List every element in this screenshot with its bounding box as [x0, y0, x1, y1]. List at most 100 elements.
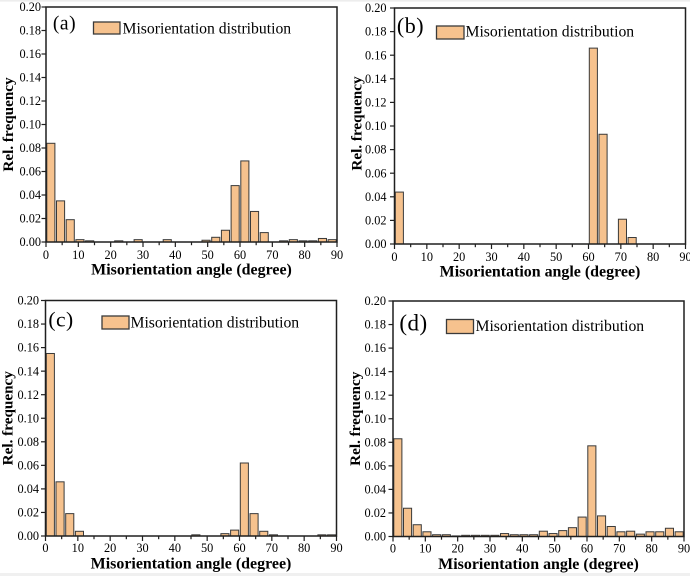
- svg-text:0.20: 0.20: [17, 294, 39, 308]
- svg-text:0.14: 0.14: [19, 71, 41, 85]
- svg-text:0: 0: [42, 541, 48, 555]
- svg-text:0.04: 0.04: [365, 190, 387, 204]
- svg-text:0.00: 0.00: [365, 237, 387, 251]
- svg-text:10: 10: [72, 248, 84, 262]
- svg-text:0: 0: [391, 250, 397, 264]
- svg-text:0.14: 0.14: [365, 72, 387, 86]
- svg-text:Rel. frequency: Rel. frequency: [347, 371, 364, 466]
- svg-text:0.02: 0.02: [17, 506, 39, 520]
- svg-text:0.02: 0.02: [364, 506, 386, 520]
- svg-text:0.16: 0.16: [17, 341, 39, 355]
- svg-text:0.00: 0.00: [364, 530, 386, 544]
- svg-text:0.06: 0.06: [365, 166, 387, 180]
- svg-text:0.12: 0.12: [364, 388, 386, 402]
- svg-text:0.16: 0.16: [365, 48, 387, 62]
- svg-text:0.02: 0.02: [19, 212, 41, 226]
- svg-text:0.16: 0.16: [364, 341, 386, 355]
- svg-text:90: 90: [678, 541, 690, 555]
- svg-text:0.12: 0.12: [365, 96, 387, 110]
- svg-text:30: 30: [136, 541, 148, 555]
- svg-text:40: 40: [169, 248, 181, 262]
- svg-text:0.20: 0.20: [364, 294, 386, 308]
- svg-text:0.04: 0.04: [364, 483, 386, 497]
- svg-text:0.10: 0.10: [365, 119, 387, 133]
- svg-text:0.18: 0.18: [19, 24, 41, 38]
- svg-text:70: 70: [615, 250, 627, 264]
- svg-text:0.02: 0.02: [365, 214, 387, 228]
- svg-text:0.18: 0.18: [17, 317, 39, 331]
- svg-text:80: 80: [299, 248, 311, 262]
- svg-text:30: 30: [485, 250, 497, 264]
- svg-text:40: 40: [516, 541, 528, 555]
- svg-text:80: 80: [646, 541, 658, 555]
- svg-text:Rel. frequency: Rel. frequency: [0, 371, 17, 466]
- svg-text:50: 50: [202, 248, 214, 262]
- svg-text:0.20: 0.20: [19, 0, 41, 14]
- svg-text:30: 30: [137, 248, 149, 262]
- svg-text:0.04: 0.04: [19, 188, 41, 202]
- svg-text:0.00: 0.00: [19, 235, 41, 249]
- svg-text:0.08: 0.08: [364, 435, 386, 449]
- svg-text:0.00: 0.00: [17, 529, 39, 543]
- svg-text:50: 50: [549, 541, 561, 555]
- svg-text:0.12: 0.12: [17, 388, 39, 402]
- svg-text:90: 90: [331, 248, 343, 262]
- svg-text:(d): (d): [399, 311, 427, 336]
- svg-text:20: 20: [105, 248, 117, 262]
- svg-text:50: 50: [201, 541, 213, 555]
- svg-text:(a): (a): [53, 13, 76, 34]
- svg-text:0.08: 0.08: [19, 141, 41, 155]
- svg-text:70: 70: [266, 248, 278, 262]
- svg-text:10: 10: [419, 541, 431, 555]
- svg-text:Misorientation angle (degree): Misorientation angle (degree): [91, 556, 292, 573]
- svg-text:30: 30: [484, 541, 496, 555]
- svg-text:Rel. frequency: Rel. frequency: [349, 76, 366, 171]
- svg-text:Misorientation distribution: Misorientation distribution: [476, 318, 645, 335]
- svg-text:0.06: 0.06: [364, 459, 386, 473]
- svg-text:80: 80: [647, 250, 659, 264]
- svg-text:60: 60: [234, 248, 246, 262]
- svg-text:Misorientation distribution: Misorientation distribution: [466, 23, 635, 40]
- svg-text:20: 20: [453, 250, 465, 264]
- svg-text:0.06: 0.06: [17, 458, 39, 472]
- svg-text:40: 40: [169, 541, 181, 555]
- svg-text:0.18: 0.18: [365, 25, 387, 39]
- svg-text:0: 0: [43, 248, 49, 262]
- svg-text:70: 70: [613, 541, 625, 555]
- svg-text:Misorientation distribution: Misorientation distribution: [123, 21, 292, 38]
- svg-text:60: 60: [582, 250, 594, 264]
- svg-text:0.04: 0.04: [17, 482, 39, 496]
- svg-text:0: 0: [390, 541, 396, 555]
- svg-text:70: 70: [266, 541, 278, 555]
- svg-text:90: 90: [330, 541, 342, 555]
- svg-text:0.10: 0.10: [364, 412, 386, 426]
- svg-text:20: 20: [452, 541, 464, 555]
- svg-text:0.14: 0.14: [364, 365, 386, 379]
- svg-text:Misorientation angle (degree): Misorientation angle (degree): [438, 556, 639, 573]
- svg-text:0.10: 0.10: [19, 118, 41, 132]
- svg-text:Misorientation angle (degree): Misorientation angle (degree): [440, 264, 641, 281]
- svg-text:(c): (c): [48, 308, 73, 332]
- svg-text:(b): (b): [397, 13, 424, 38]
- svg-text:50: 50: [550, 250, 562, 264]
- svg-text:90: 90: [679, 250, 690, 264]
- svg-text:0.16: 0.16: [19, 47, 41, 61]
- svg-text:0.10: 0.10: [17, 411, 39, 425]
- svg-text:0.20: 0.20: [365, 1, 387, 15]
- svg-text:40: 40: [518, 250, 530, 264]
- svg-text:20: 20: [104, 541, 116, 555]
- svg-text:0.08: 0.08: [17, 435, 39, 449]
- svg-text:0.08: 0.08: [365, 143, 387, 157]
- svg-text:0.06: 0.06: [19, 165, 41, 179]
- svg-text:10: 10: [72, 541, 84, 555]
- svg-text:10: 10: [421, 250, 433, 264]
- svg-text:Misorientation angle (degree): Misorientation angle (degree): [91, 262, 292, 279]
- svg-text:0.18: 0.18: [364, 318, 386, 332]
- svg-text:60: 60: [581, 541, 593, 555]
- svg-text:0.12: 0.12: [19, 94, 41, 108]
- svg-text:60: 60: [233, 541, 245, 555]
- svg-text:0.14: 0.14: [17, 364, 39, 378]
- svg-text:Rel. frequency: Rel. frequency: [0, 77, 17, 172]
- svg-text:Misorientation distribution: Misorientation distribution: [131, 315, 300, 332]
- svg-text:80: 80: [298, 541, 310, 555]
